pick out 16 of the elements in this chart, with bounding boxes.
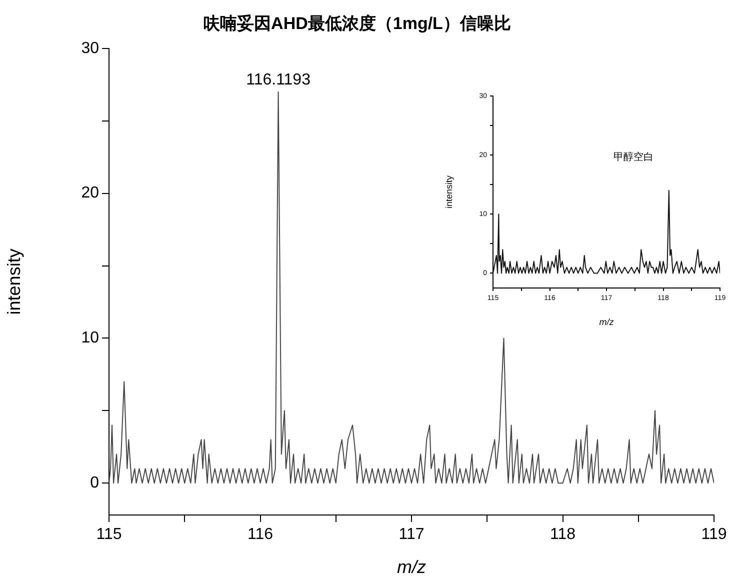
- annotation: 116.1193: [246, 71, 311, 88]
- x-axis-title: m/z: [599, 317, 614, 328]
- x-axis-title: m/z: [397, 557, 426, 578]
- y-tick-label: 0: [90, 474, 100, 492]
- x-tick-label: 119: [701, 526, 727, 544]
- y-tick-label: 30: [81, 40, 100, 57]
- annotation: 甲醇空白: [614, 151, 654, 164]
- x-tick-label: 118: [550, 526, 576, 544]
- y-tick-label: 20: [81, 184, 100, 202]
- x-tick-label: 115: [96, 526, 122, 544]
- y-axis-title: intensity: [444, 175, 454, 209]
- chart-title: 呋喃妥因AHD最低浓度（1mg/L）信噪比: [203, 14, 511, 33]
- x-tick-label: 117: [398, 526, 424, 544]
- y-tick-label: 10: [81, 330, 100, 347]
- x-tick-label: 116: [247, 526, 274, 544]
- y-axis-title: intensity: [4, 248, 24, 315]
